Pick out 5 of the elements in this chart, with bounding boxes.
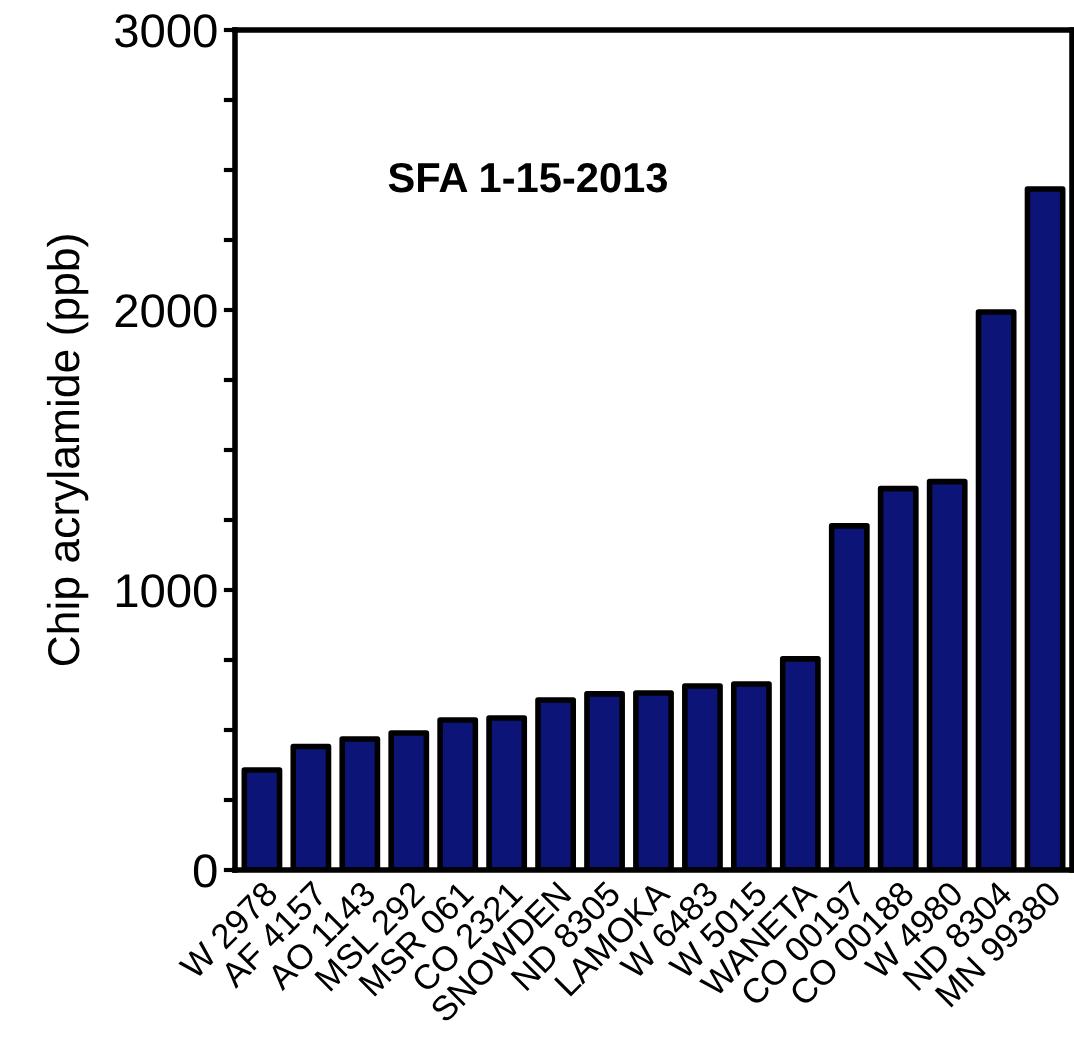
text: SFA 1-15-2013	[388, 162, 667, 193]
y-tick-label: 2000	[115, 294, 217, 328]
y-tick-label: 1000	[116, 574, 217, 608]
y-axis-title: Chip acrylamide (ppb)	[46, 235, 89, 666]
y-tick-label: 3000	[115, 14, 217, 48]
